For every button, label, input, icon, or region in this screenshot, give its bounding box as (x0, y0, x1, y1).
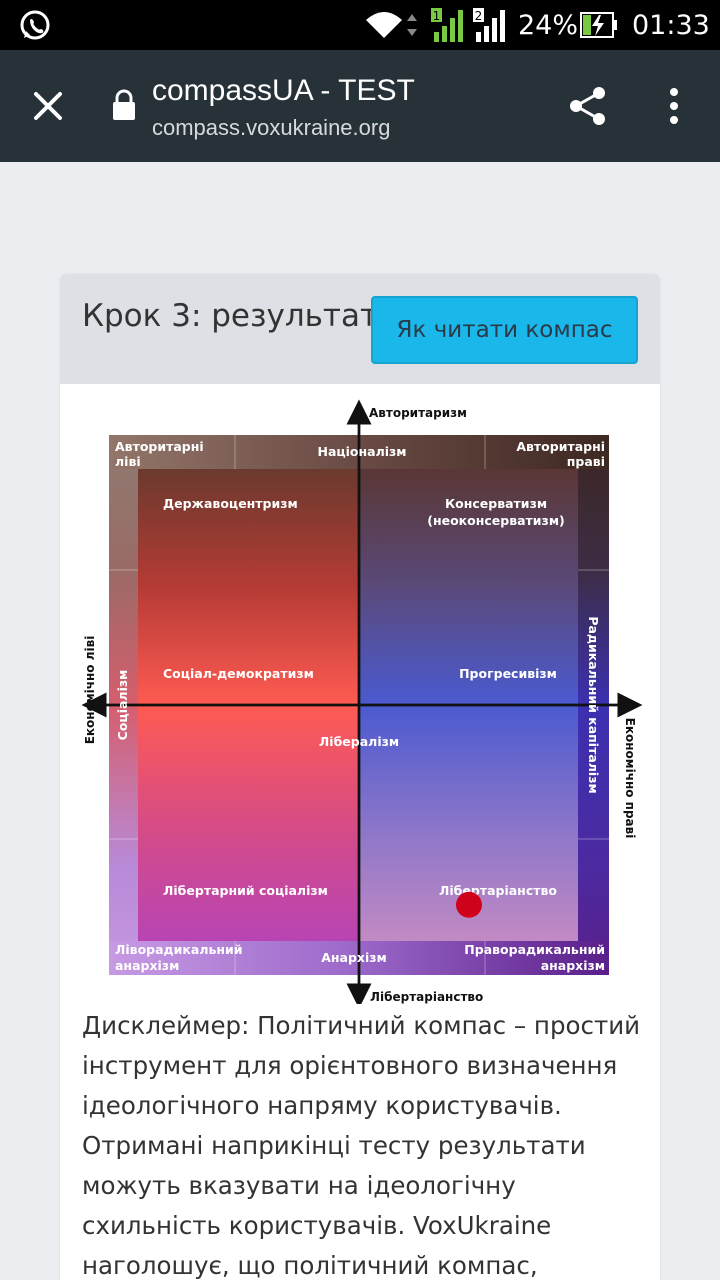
corner-bottom-left-label-1: Ліворадикальний (115, 942, 243, 957)
share-icon[interactable] (566, 84, 610, 128)
more-vert-icon[interactable] (660, 86, 688, 126)
battery-charging-icon (580, 12, 617, 38)
political-compass: Авторитаризм Лібертаріанство Економічно … (60, 384, 660, 1004)
wifi-icon (366, 12, 402, 38)
how-to-read-button[interactable]: Як читати компас (371, 296, 638, 364)
corner-top-left-label-1: Авторитарні (115, 439, 204, 454)
ideology-progressivism: Прогресивізм (459, 666, 557, 681)
axis-right-label: Економічно праві (623, 718, 637, 839)
status-bar: 1 2 24% 01:33 (0, 0, 720, 50)
signal-sim2-icon: 2 (473, 8, 505, 42)
corner-bottom-left-label-2: анархізм (115, 958, 179, 973)
axis-left-label: Економічно ліві (83, 636, 97, 745)
data-arrows-icon (407, 14, 417, 36)
corner-bottom-right-label-2: анархізм (541, 958, 605, 973)
axis-top-label: Авторитаризм (369, 406, 467, 420)
clock: 01:33 (632, 10, 710, 41)
axis-bottom-label: Лібертаріанство (370, 990, 483, 1004)
card-header: Крок 3: результат Як читати компас (60, 274, 660, 384)
edge-left-label: Соціалізм (115, 670, 130, 741)
result-marker (456, 891, 482, 918)
step-title: Крок 3: результат (82, 298, 379, 334)
page-title: compassUA - TEST (152, 74, 415, 107)
ideology-libertarian-socialism: Лібертарний соціалізм (163, 883, 328, 898)
corner-top-right-label-1: Авторитарні (516, 439, 605, 454)
battery-percent: 24% (518, 10, 579, 41)
result-card: Крок 3: результат Як читати компас (60, 274, 660, 1280)
edge-right-label: Радикальний капіталізм (586, 616, 601, 793)
svg-text:2: 2 (475, 9, 483, 23)
ideology-liberalism: Лібералізм (319, 734, 399, 749)
ideology-libertarianism: Лібертаріанство (439, 883, 557, 898)
browser-toolbar: compassUA - TEST compass.voxukraine.org (0, 50, 720, 162)
signal-sim1-icon: 1 (431, 8, 463, 42)
page-url[interactable]: compass.voxukraine.org (152, 115, 391, 140)
ideology-statocentrism: Державоцентризм (163, 496, 298, 511)
disclaimer-text: Дисклеймер: Політичний компас – простий … (82, 1011, 641, 1280)
close-icon[interactable] (28, 86, 68, 126)
edge-bottom-label: Анархізм (321, 950, 387, 965)
corner-bottom-right-label-1: Праворадикальний (464, 942, 605, 957)
lock-icon (113, 89, 135, 120)
ideology-conservatism-1: Консерватизм (445, 496, 547, 511)
ideology-social-democracy: Соціал-демократизм (163, 666, 314, 681)
svg-text:1: 1 (433, 9, 441, 23)
ideology-conservatism-2: (неоконсерватизм) (427, 513, 565, 528)
edge-top-label: Націоналізм (317, 444, 406, 459)
corner-top-right-label-2: праві (567, 454, 605, 469)
whatsapp-icon (20, 10, 50, 40)
corner-top-left-label-2: ліві (115, 454, 141, 469)
compass-svg: Авторитаризм Лібертаріанство Економічно … (81, 399, 643, 1004)
